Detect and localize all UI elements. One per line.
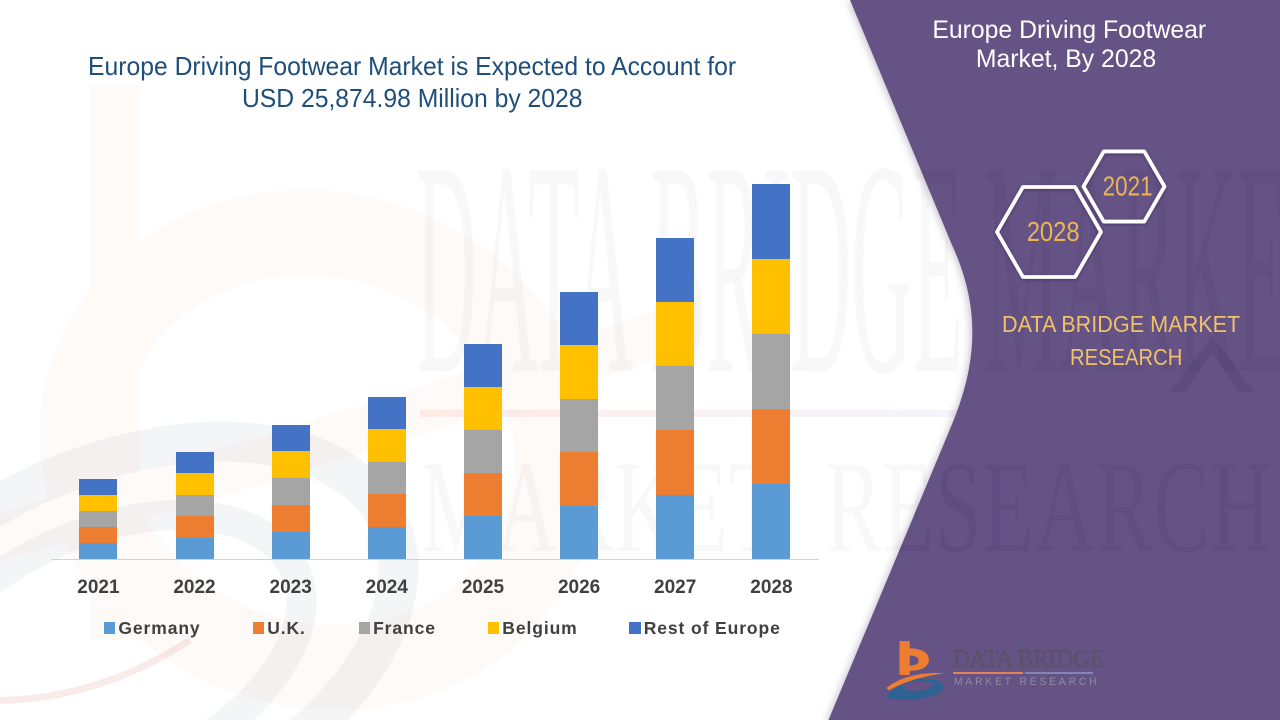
svg-text:2028: 2028 xyxy=(1027,216,1080,247)
svg-text:2021: 2021 xyxy=(1103,171,1153,202)
